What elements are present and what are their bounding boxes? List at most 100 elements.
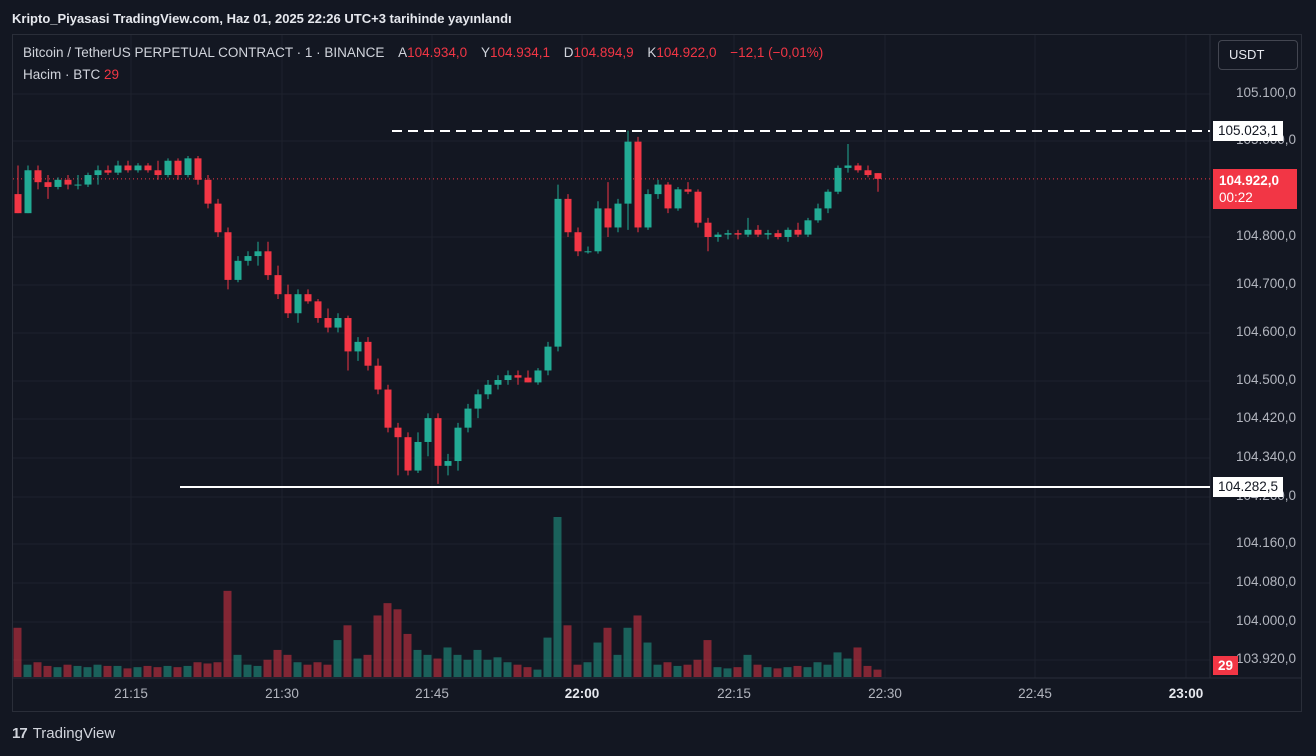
volume-bar	[313, 662, 322, 677]
volume-bar	[443, 647, 452, 677]
volume-bar	[803, 667, 812, 677]
candle-body	[734, 233, 742, 235]
volume-bar	[473, 649, 482, 677]
high-line-tag: 105.023,1	[1213, 121, 1284, 141]
volume-bar	[543, 637, 552, 677]
volume-bar	[823, 664, 832, 677]
candle-body	[484, 384, 492, 395]
low-line-tag: 104.282,5	[1213, 477, 1284, 497]
candle-body	[194, 158, 202, 180]
volume-bar	[833, 652, 842, 677]
candle-body	[14, 194, 22, 214]
volume-bar	[33, 662, 42, 677]
open-value: 104.934,0	[407, 45, 468, 60]
volume-bar	[433, 658, 442, 677]
candle-body	[434, 418, 442, 466]
candle-body	[294, 294, 302, 314]
price-axis-label: 105.100,0	[1235, 85, 1296, 100]
candle-body	[384, 389, 392, 428]
volume-bar	[263, 659, 272, 677]
volume-bar	[623, 627, 632, 677]
time-axis-label: 21:30	[265, 686, 299, 701]
volume-bar	[103, 665, 112, 677]
candle-body	[374, 365, 382, 390]
volume-bar	[93, 664, 102, 677]
volume-bar	[483, 659, 492, 677]
candle-body	[444, 461, 452, 466]
candle-body	[864, 170, 872, 176]
price-axis-label: 104.600,0	[1235, 324, 1296, 339]
volume-bar	[323, 664, 332, 677]
volume-bar	[583, 662, 592, 677]
footer-brand[interactable]: TradingView	[32, 725, 116, 742]
time-axis-label: 22:30	[868, 686, 902, 701]
candle-body	[564, 198, 572, 233]
volume-bar	[553, 517, 562, 677]
candle-body	[874, 173, 882, 179]
volume-bar	[523, 667, 532, 677]
low-value: 104.894,9	[573, 45, 634, 60]
candle-body	[144, 165, 152, 171]
tradingview-logo-icon[interactable]: 17	[12, 725, 28, 742]
volume-bar	[63, 664, 72, 677]
volume-bar	[143, 665, 152, 677]
time-axis-label: 22:45	[1018, 686, 1052, 701]
candle-body	[44, 182, 52, 187]
currency-button[interactable]: USDT	[1218, 40, 1298, 70]
volume-bar	[273, 649, 282, 677]
candle-body	[314, 301, 322, 319]
volume-bar	[53, 667, 62, 677]
volume-bar	[693, 659, 702, 677]
candle-body	[684, 189, 692, 192]
candle-body	[574, 232, 582, 252]
volume-bar	[763, 667, 772, 677]
candle-body	[394, 427, 402, 438]
volume-bar	[453, 654, 462, 677]
candle-body	[844, 165, 852, 168]
footer: 17 TradingView	[12, 725, 115, 742]
candle-body	[84, 175, 92, 185]
candle-body	[304, 294, 312, 302]
candle-body	[704, 222, 712, 237]
high-value: 104.934,1	[489, 45, 551, 60]
volume-bar	[23, 664, 32, 677]
countdown-value: 00:22	[1219, 190, 1253, 205]
candle-body	[674, 189, 682, 209]
candle-body	[404, 437, 412, 471]
candle-body	[104, 170, 112, 173]
candle-body	[664, 184, 672, 209]
candle-body	[214, 203, 222, 233]
volume-bar	[243, 664, 252, 677]
volume-bar	[183, 665, 192, 677]
volume-bar	[413, 649, 422, 677]
last-price-value: 104.922,0	[1219, 173, 1280, 188]
volume-bar	[633, 615, 642, 677]
volume-bar	[123, 668, 132, 677]
chart-frame	[12, 34, 1302, 712]
volume-label[interactable]: Hacim · BTC	[23, 67, 101, 82]
candle-body	[784, 229, 792, 237]
volume-bar	[663, 662, 672, 677]
volume-bar	[653, 664, 662, 677]
candle-body	[514, 375, 522, 378]
candle-body	[804, 220, 812, 235]
candle-body	[694, 191, 702, 223]
volume-bar	[753, 664, 762, 677]
volume-bar	[493, 657, 502, 677]
candle-body	[814, 208, 822, 221]
volume-bar	[393, 609, 402, 677]
candle-body	[124, 165, 132, 171]
volume-bar	[43, 665, 52, 677]
volume-tag: 29	[1213, 656, 1239, 675]
volume-bar	[353, 658, 362, 677]
candle-body	[724, 233, 732, 235]
change-value: −12,1 (−0,01%)	[730, 45, 824, 60]
volume-bar	[613, 654, 622, 677]
volume-bar	[383, 603, 392, 677]
volume-bar	[863, 665, 872, 677]
published-caption: Kripto_Piyasasi TradingView.com, Haz 01,…	[12, 11, 512, 26]
volume-bar	[283, 654, 292, 677]
symbol-title[interactable]: Bitcoin / TetherUS PERPETUAL CONTRACT · …	[23, 45, 385, 60]
price-axis-label: 104.000,0	[1235, 613, 1296, 628]
